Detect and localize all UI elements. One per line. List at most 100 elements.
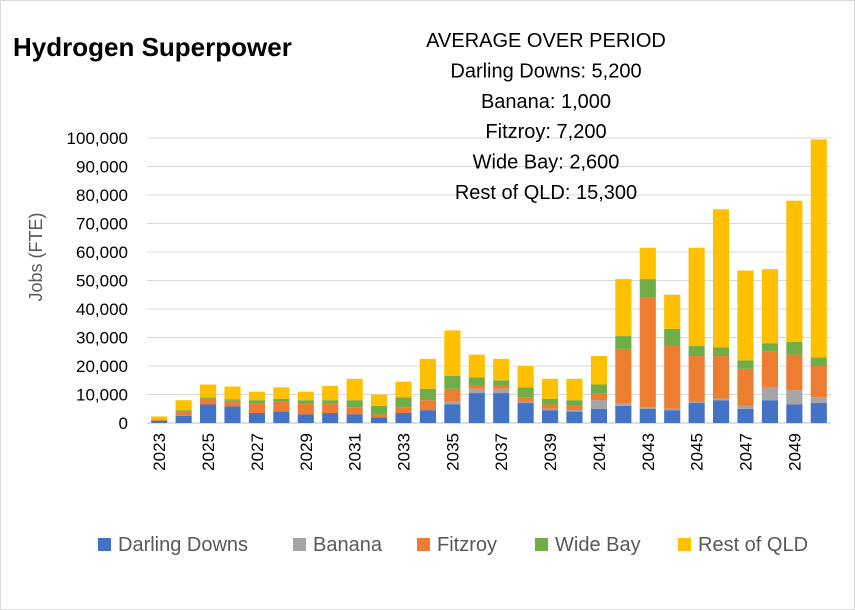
legend-swatch-wide-bay	[535, 538, 548, 551]
y-axis-label: Jobs (FTE)	[26, 212, 46, 301]
bar-fitzroy-2041	[590, 393, 607, 401]
bar-rest-of-qld-2036	[468, 354, 485, 378]
y-tick-label: 40,000	[76, 300, 128, 319]
annotation-line: Darling Downs: 5,200	[450, 60, 641, 82]
bar-banana-2035	[444, 401, 461, 405]
bar-rest-of-qld-2048	[761, 269, 778, 344]
bar-darling-downs-2023	[151, 420, 168, 423]
bar-banana-2046	[713, 398, 730, 401]
bar-darling-downs-2048	[761, 400, 778, 423]
bar-darling-downs-2039	[542, 410, 559, 423]
bar-wide-bay-2036	[468, 377, 485, 386]
bar-wide-bay-2041	[590, 384, 607, 394]
bar-darling-downs-2042	[615, 405, 632, 423]
bar-fitzroy-2030	[322, 403, 339, 414]
bar-wide-bay-2027	[248, 400, 265, 404]
x-tick-label: 2027	[248, 433, 267, 471]
bar-darling-downs-2028	[273, 411, 290, 423]
bar-banana-2050	[810, 397, 827, 404]
bar-rest-of-qld-2041	[590, 356, 607, 385]
bar-rest-of-qld-2026	[224, 386, 241, 400]
x-tick-label: 2047	[737, 433, 756, 471]
bar-fitzroy-2032	[371, 414, 388, 418]
bar-rest-of-qld-2037	[493, 358, 510, 381]
bar-banana-2043	[639, 407, 656, 409]
x-tick-label: 2049	[785, 433, 804, 471]
bar-wide-bay-2049	[786, 341, 803, 355]
bar-wide-bay-2046	[713, 347, 730, 357]
bar-fitzroy-2039	[542, 404, 559, 409]
y-tick-label: 20,000	[76, 357, 128, 376]
bars	[151, 139, 827, 423]
y-tick-label: 60,000	[76, 243, 128, 262]
x-tick-label: 2043	[639, 433, 658, 471]
bar-fitzroy-2045	[688, 356, 705, 402]
x-tick-label: 2033	[395, 433, 414, 471]
bar-darling-downs-2036	[468, 393, 485, 423]
bar-banana-2049	[786, 390, 803, 405]
bar-wide-bay-2043	[639, 279, 656, 298]
bar-darling-downs-2049	[786, 404, 803, 423]
bar-rest-of-qld-2032	[371, 394, 388, 406]
bar-rest-of-qld-2046	[713, 209, 730, 348]
chart-title: Hydrogen Superpower	[13, 32, 292, 62]
legend-swatch-banana	[293, 538, 306, 551]
bar-wide-bay-2050	[810, 357, 827, 366]
y-tick-label: 90,000	[76, 158, 128, 177]
bar-banana-2048	[761, 387, 778, 401]
bar-fitzroy-2042	[615, 348, 632, 404]
bar-fitzroy-2043	[639, 297, 656, 408]
bar-rest-of-qld-2040	[566, 378, 583, 401]
bar-banana-2039	[542, 408, 559, 411]
bar-rest-of-qld-2049	[786, 200, 803, 342]
bar-fitzroy-2028	[273, 401, 290, 412]
bar-wide-bay-2044	[664, 328, 681, 347]
bar-rest-of-qld-2031	[346, 378, 363, 401]
bar-wide-bay-2029	[297, 400, 314, 404]
bar-rest-of-qld-2039	[542, 378, 559, 399]
bar-darling-downs-2044	[664, 410, 681, 423]
x-tick-label: 2023	[150, 433, 169, 471]
bar-rest-of-qld-2038	[517, 366, 534, 388]
x-tick-label: 2041	[590, 433, 609, 471]
x-tick-label: 2031	[346, 433, 365, 471]
bar-darling-downs-2030	[322, 413, 339, 423]
bar-wide-bay-2037	[493, 380, 510, 386]
legend-label-fitzroy: Fitzroy	[437, 534, 497, 556]
x-axis-ticks: 2023 2025 2027 2029 2031 2033 2035 2037 2039 2041…	[150, 433, 804, 471]
bar-darling-downs-2026	[224, 406, 241, 423]
bar-darling-downs-2040	[566, 411, 583, 423]
bar-wide-bay-2045	[688, 346, 705, 357]
bar-wide-bay-2026	[224, 399, 241, 401]
bar-fitzroy-2038	[517, 397, 534, 402]
bar-wide-bay-2035	[444, 375, 461, 389]
annotation-line: Banana: 1,000	[481, 91, 611, 113]
legend-swatch-rest-of-qld	[678, 538, 691, 551]
x-tick-label: 2037	[492, 433, 511, 471]
bar-darling-downs-2031	[346, 414, 363, 423]
bar-rest-of-qld-2028	[273, 387, 290, 399]
annotation-line: Rest of QLD: 15,300	[455, 182, 637, 204]
x-tick-label: 2025	[199, 433, 218, 471]
y-tick-label: 30,000	[76, 329, 128, 348]
annotation-line: Fitzroy: 7,200	[485, 121, 606, 143]
x-tick-label: 2029	[297, 433, 316, 471]
bar-fitzroy-2027	[248, 403, 265, 414]
bar-wide-bay-2047	[737, 360, 754, 369]
bar-fitzroy-2029	[297, 403, 314, 415]
y-tick-label: 100,000	[67, 129, 128, 148]
bar-fitzroy-2034	[419, 400, 436, 411]
bar-rest-of-qld-2023	[151, 416, 168, 420]
bar-wide-bay-2028	[273, 398, 290, 402]
y-tick-label: 0	[119, 414, 128, 433]
bar-banana-2044	[664, 408, 681, 411]
bar-darling-downs-2025	[200, 404, 217, 423]
bar-wide-bay-2025	[200, 397, 217, 399]
bar-darling-downs-2037	[493, 393, 510, 423]
bar-fitzroy-2048	[761, 351, 778, 388]
y-tick-label: 80,000	[76, 186, 128, 205]
bar-darling-downs-2047	[737, 408, 754, 423]
bar-banana-2041	[590, 400, 607, 409]
